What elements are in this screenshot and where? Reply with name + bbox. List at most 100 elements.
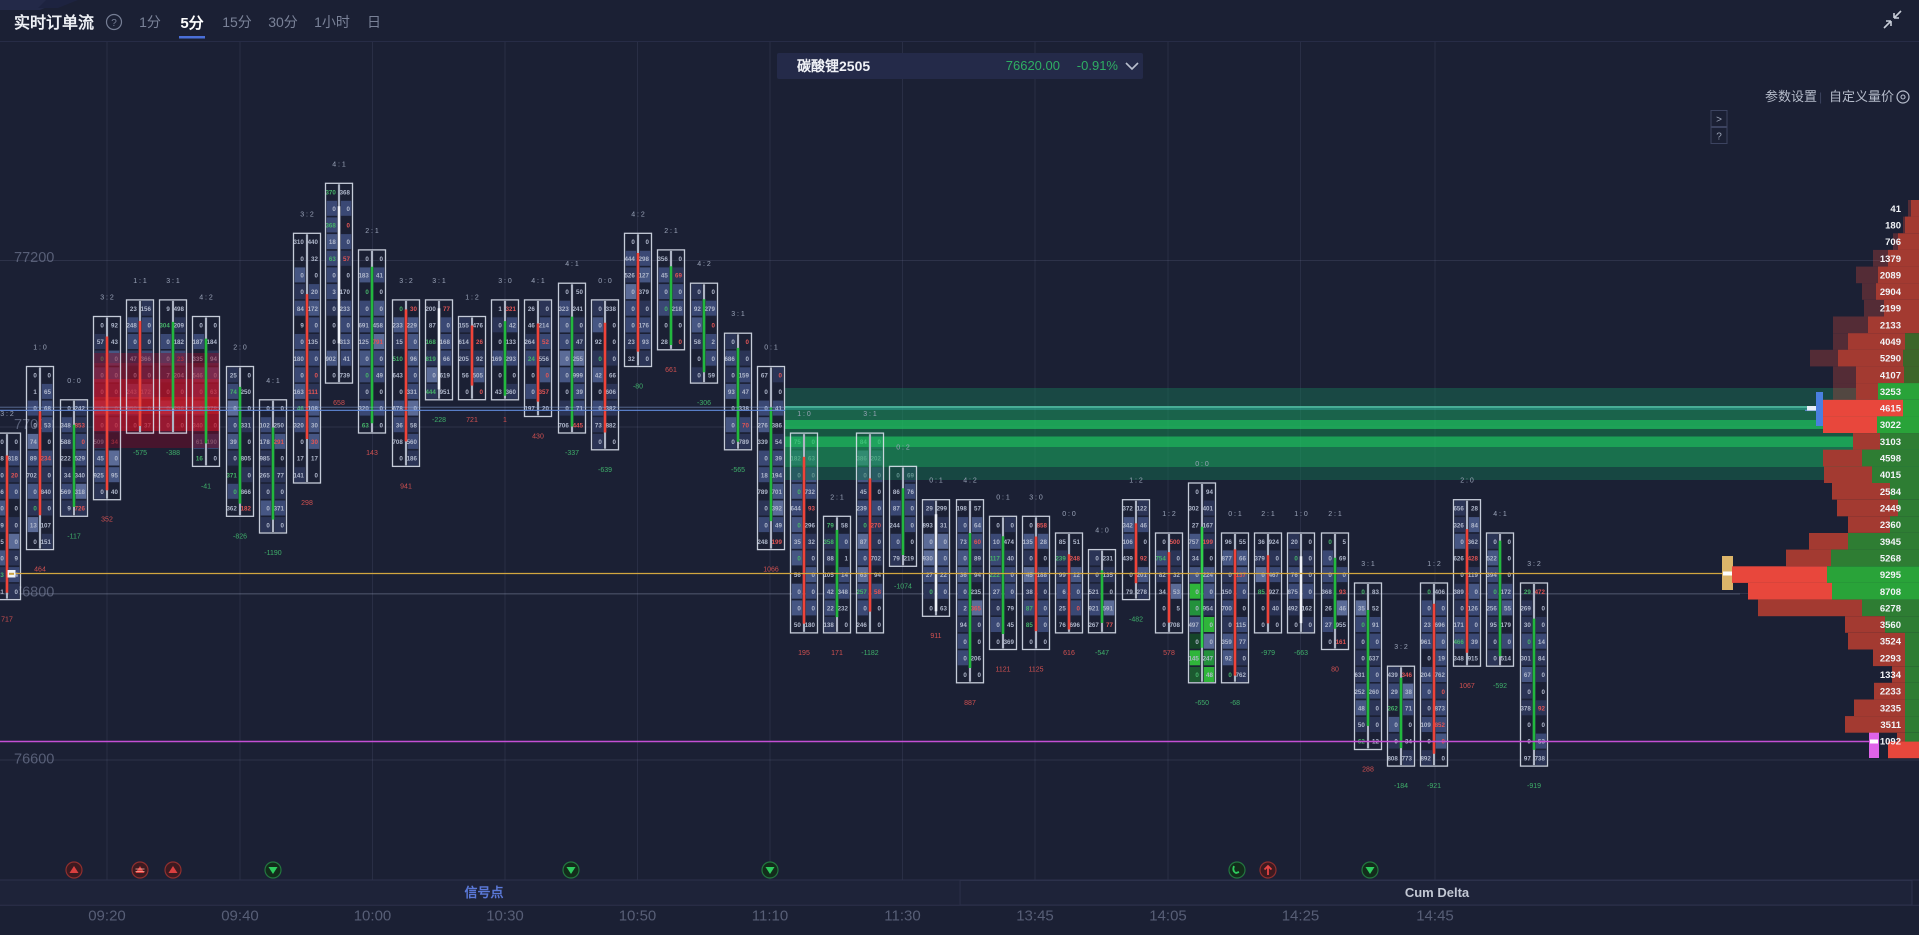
svg-text:188: 188 — [1037, 572, 1048, 579]
svg-text:15: 15 — [396, 339, 403, 346]
svg-text:0: 0 — [1010, 522, 1014, 529]
svg-text:0: 0 — [697, 289, 701, 296]
svg-text:180: 180 — [805, 622, 816, 629]
svg-text:700: 700 — [1221, 606, 1232, 613]
svg-text:0: 0 — [731, 372, 735, 379]
svg-text:0: 0 — [1209, 622, 1213, 629]
svg-text:241: 241 — [0, 589, 4, 596]
svg-text:180: 180 — [1885, 221, 1901, 232]
svg-text:45: 45 — [1026, 572, 1033, 579]
svg-text:3022: 3022 — [1880, 420, 1901, 431]
svg-text:参数设置: 参数设置 — [1765, 89, 1817, 104]
svg-text:0: 0 — [1427, 656, 1431, 663]
svg-text:0: 0 — [280, 406, 284, 413]
svg-text:0: 0 — [764, 506, 768, 513]
svg-text:206: 206 — [971, 656, 982, 663]
svg-text:32: 32 — [311, 256, 318, 263]
svg-text:6278: 6278 — [1880, 603, 1901, 614]
svg-text:79: 79 — [827, 522, 834, 529]
svg-text:0 : 2: 0 : 2 — [896, 444, 910, 451]
svg-text:0: 0 — [1328, 572, 1332, 579]
svg-text:92: 92 — [694, 306, 701, 313]
svg-text:46: 46 — [1339, 606, 1346, 613]
svg-text:0: 0 — [1527, 722, 1531, 729]
svg-text:0: 0 — [365, 256, 369, 263]
svg-text:0: 0 — [731, 422, 735, 429]
svg-text:234: 234 — [41, 456, 52, 463]
svg-text:14:45: 14:45 — [1416, 908, 1454, 925]
svg-text:94: 94 — [960, 622, 967, 629]
svg-text:1125: 1125 — [1028, 667, 1043, 674]
svg-text:0: 0 — [147, 339, 151, 346]
svg-text:2089: 2089 — [1880, 270, 1901, 281]
svg-text:0: 0 — [612, 339, 616, 346]
svg-text:702: 702 — [26, 472, 37, 479]
svg-text:-919: -919 — [1527, 783, 1541, 790]
svg-text:0: 0 — [731, 439, 735, 446]
svg-text:0: 0 — [47, 372, 51, 379]
svg-text:320: 320 — [358, 406, 369, 413]
svg-text:141: 141 — [293, 472, 304, 479]
svg-text:0: 0 — [797, 489, 801, 496]
svg-text:0: 0 — [565, 323, 569, 330]
svg-text:85: 85 — [1059, 539, 1066, 546]
svg-text:0: 0 — [844, 539, 848, 546]
svg-text:0: 0 — [612, 323, 616, 330]
svg-text:-639: -639 — [598, 467, 612, 474]
svg-text:631: 631 — [1354, 672, 1365, 679]
svg-text:0: 0 — [1493, 589, 1497, 596]
svg-text:256: 256 — [1486, 606, 1497, 613]
svg-text:84: 84 — [297, 306, 304, 313]
svg-text:656: 656 — [1453, 506, 1464, 513]
svg-text:0: 0 — [233, 422, 237, 429]
svg-text:0: 0 — [764, 389, 768, 396]
svg-text:0: 0 — [33, 506, 37, 513]
svg-text:233: 233 — [340, 306, 351, 313]
svg-text:0: 0 — [1427, 606, 1431, 613]
svg-text:840: 840 — [41, 489, 52, 496]
svg-text:20: 20 — [1291, 539, 1298, 546]
svg-text:1: 1 — [498, 306, 502, 313]
svg-text:38: 38 — [1405, 689, 1412, 696]
svg-text:2 : 1: 2 : 1 — [664, 228, 678, 235]
svg-text:76: 76 — [907, 489, 914, 496]
svg-text:0: 0 — [147, 323, 151, 330]
svg-text:204: 204 — [1420, 672, 1431, 679]
svg-text:0: 0 — [33, 406, 37, 413]
svg-text:0: 0 — [1460, 606, 1464, 613]
svg-text:369: 369 — [1004, 639, 1015, 646]
svg-text:0: 0 — [399, 306, 403, 313]
svg-text:-41: -41 — [201, 483, 211, 490]
svg-text:143: 143 — [366, 450, 378, 457]
svg-text:0: 0 — [247, 406, 251, 413]
svg-text:0: 0 — [314, 472, 318, 479]
svg-text:0: 0 — [664, 289, 668, 296]
svg-text:74: 74 — [30, 439, 37, 446]
svg-text:39: 39 — [576, 389, 583, 396]
svg-text:48: 48 — [1206, 672, 1213, 679]
svg-text:696: 696 — [1070, 622, 1081, 629]
svg-text:279: 279 — [705, 306, 716, 313]
svg-text:0: 0 — [213, 456, 217, 463]
svg-text:0: 0 — [1541, 722, 1545, 729]
svg-text:34: 34 — [64, 472, 71, 479]
svg-text:0: 0 — [1228, 622, 1232, 629]
svg-text:40: 40 — [1272, 606, 1279, 613]
svg-text:0 : 0: 0 : 0 — [67, 378, 81, 385]
svg-text:339: 339 — [757, 439, 768, 446]
svg-text:9295: 9295 — [1880, 570, 1902, 581]
svg-text:41: 41 — [376, 273, 383, 280]
svg-text:70: 70 — [742, 422, 749, 429]
svg-text:2233: 2233 — [1880, 687, 1901, 698]
svg-text:15分: 15分 — [222, 14, 252, 30]
svg-text:87: 87 — [893, 506, 900, 513]
svg-text:0: 0 — [332, 339, 336, 346]
svg-text:278: 278 — [1137, 589, 1148, 596]
svg-text:5290: 5290 — [1880, 354, 1901, 365]
svg-text:0: 0 — [332, 372, 336, 379]
svg-text:789: 789 — [739, 439, 750, 446]
svg-text:0: 0 — [565, 339, 569, 346]
svg-text:209: 209 — [174, 323, 185, 330]
svg-text:708: 708 — [1170, 622, 1181, 629]
svg-text:58: 58 — [874, 589, 881, 596]
